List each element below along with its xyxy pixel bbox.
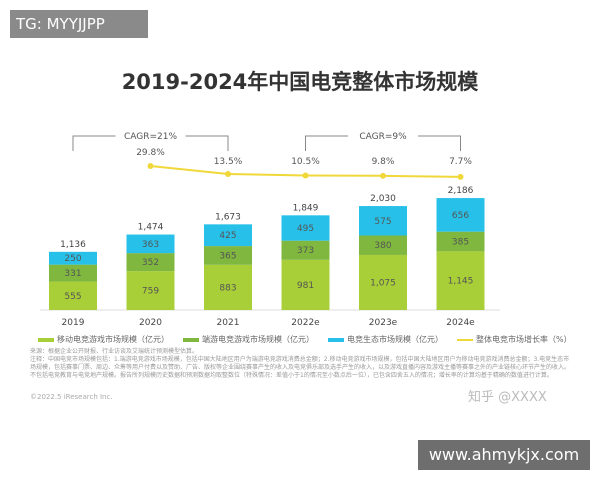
- bar-value-label: 575: [374, 217, 391, 227]
- bar-segment: [436, 198, 485, 232]
- bar-value-label: 363: [142, 240, 159, 250]
- bar-segment: [204, 264, 252, 310]
- chart-title: 2019-2024年中国电竞整体市场规模: [121, 70, 479, 94]
- legend-swatch: [457, 338, 473, 341]
- growth-point: [225, 171, 231, 177]
- bar-segment: [359, 254, 407, 310]
- x-tick-label: 2020: [139, 318, 162, 328]
- cagr-bracket: [72, 135, 229, 151]
- bar-value-label: 981: [297, 281, 314, 291]
- bar-value-label: 1,075: [370, 278, 396, 288]
- legend-swatch: [183, 337, 199, 342]
- bar-total-label: 2,030: [370, 194, 396, 204]
- bar-value-label: 883: [219, 283, 236, 293]
- footnotes: 来源：根据企业公开财报、行业访谈及艾瑞统计预测模型估算。 注释：中国电竞市场规模…: [30, 348, 570, 380]
- legend-label: 移动电竞游戏市场规模（亿元）: [57, 335, 169, 344]
- growth-point: [380, 172, 386, 179]
- bar-value-label: 1,145: [448, 277, 474, 287]
- bar-value-label: 656: [452, 211, 469, 221]
- bar-segment: [49, 281, 97, 310]
- source-note: 来源：根据企业公开财报、行业访谈及艾瑞统计预测模型估算。: [30, 348, 199, 355]
- bar-segment: [204, 224, 252, 247]
- zhihu-watermark: 知乎 @XXXX: [468, 390, 547, 405]
- bar-segment: [126, 271, 175, 310]
- x-tick-label: 2019: [62, 318, 85, 328]
- bar-total-label: 2,186: [448, 186, 474, 196]
- legend-label: 整体电竞市场增长率（%）: [476, 335, 572, 344]
- bar-total-label: 1,849: [293, 203, 319, 213]
- growth-label: 10.5%: [291, 157, 320, 167]
- bar-value-label: 425: [219, 231, 236, 241]
- bar-segment: [281, 215, 330, 241]
- legend-label: 端游电竞游戏市场规模（亿元）: [202, 335, 314, 344]
- chart-plot: 555 331 250 1,136 2019 759 352 363 1,474 2020 883 3…: [40, 132, 500, 328]
- copyright: ©2022.5 iResearch Inc.: [30, 393, 113, 401]
- growth-label: 13.5%: [214, 157, 243, 167]
- cagr-label: CAGR=9%: [359, 132, 407, 142]
- bar-value-label: 352: [142, 258, 159, 268]
- bar-segment: [126, 253, 175, 272]
- growth-point: [302, 172, 309, 179]
- bar-total-label: 1,136: [60, 240, 86, 250]
- site-watermark: www.ahmykjx.com: [418, 440, 590, 470]
- legend-label: 电竞生态市场规模（亿元）: [347, 335, 443, 344]
- x-tick-label: 2023e: [369, 318, 398, 328]
- x-tick-label: 2022e: [291, 318, 320, 328]
- bar-total-label: 1,673: [215, 212, 241, 222]
- bar-segment: [436, 231, 485, 252]
- bar-value-label: 555: [64, 292, 81, 302]
- x-tick-label: 2021: [217, 318, 240, 328]
- growth-label: 29.8%: [136, 148, 165, 158]
- legend-item: 整体电竞市场增长率（%）: [457, 334, 572, 345]
- growth-label: 9.8%: [372, 157, 395, 167]
- cagr-bracket: [305, 135, 461, 151]
- bar-segment: [281, 259, 330, 310]
- legend-swatch: [38, 337, 54, 342]
- bar-value-label: 385: [452, 238, 469, 248]
- bar-value-label: 759: [142, 287, 159, 297]
- legend-item: 电竞生态市场规模（亿元）: [328, 334, 443, 345]
- bar-value-label: 331: [64, 269, 81, 279]
- legend-item: 端游电竞游戏市场规模（亿元）: [183, 334, 314, 345]
- legend: 移动电竞游戏市场规模（亿元） 端游电竞游戏市场规模（亿元） 电竞生态市场规模（亿元）…: [38, 334, 572, 345]
- growth-point: [147, 163, 154, 169]
- bar-segment: [49, 264, 97, 282]
- legend-swatch: [328, 337, 344, 342]
- legend-item: 移动电竞游戏市场规模（亿元）: [38, 334, 169, 345]
- growth-label: 7.7%: [449, 157, 472, 167]
- bar-segment: [126, 234, 175, 254]
- bar-segment: [49, 251, 97, 265]
- tg-watermark: TG: MYYJJPP: [10, 10, 148, 38]
- bar-total-label: 1,474: [138, 223, 164, 233]
- bar-segment: [359, 206, 407, 236]
- growth-point: [457, 173, 464, 180]
- bar-segment: [281, 240, 330, 260]
- explanation-note: 注释：中国电竞市场规模包括：1.端游电竞游戏市场规模，包括中国大陆地区用户为端游…: [30, 356, 571, 379]
- bar-value-label: 365: [219, 251, 236, 261]
- x-tick-label: 2024e: [446, 318, 475, 328]
- bar-value-label: 250: [64, 254, 81, 264]
- cagr-label: CAGR=21%: [124, 132, 178, 142]
- bar-value-label: 380: [374, 241, 391, 251]
- bar-value-label: 495: [297, 224, 314, 234]
- bar-segment: [204, 246, 252, 265]
- bar-segment: [359, 235, 407, 255]
- bar-segment: [436, 251, 485, 310]
- bar-value-label: 373: [297, 246, 314, 256]
